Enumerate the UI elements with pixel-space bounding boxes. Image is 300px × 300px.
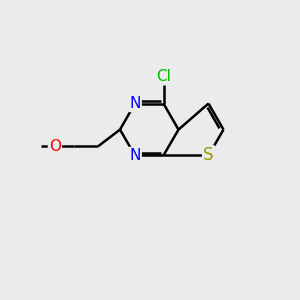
Text: O: O [49,139,61,154]
Text: N: N [129,96,141,111]
Text: Cl: Cl [156,69,171,84]
Text: S: S [203,146,214,164]
Text: N: N [129,148,141,163]
